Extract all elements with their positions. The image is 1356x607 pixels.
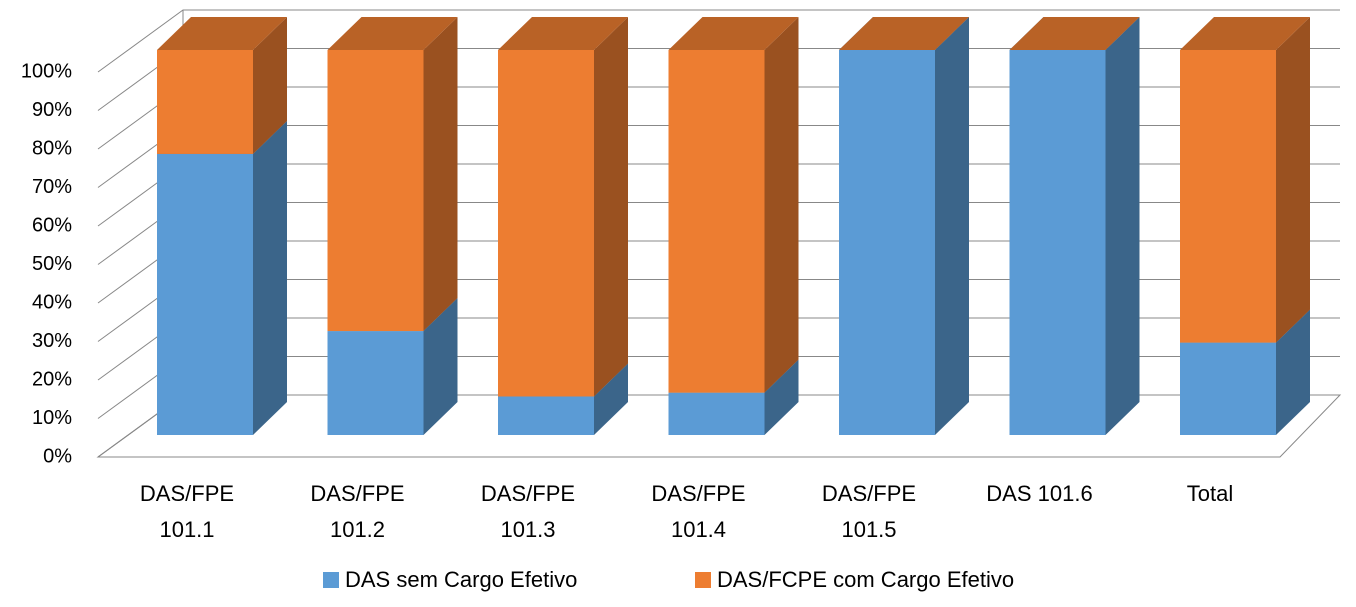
x-tick-label: DAS 101.6 — [986, 481, 1093, 506]
y-tick-label: 30% — [32, 330, 72, 352]
bar-side — [253, 17, 287, 154]
x-tick-label: DAS/FPE 101.5 — [821, 481, 917, 542]
legend-label: DAS sem Cargo Efetivo — [345, 567, 577, 592]
y-tick-label: 70% — [32, 176, 72, 198]
bar-top — [327, 17, 458, 50]
bar-front — [668, 392, 765, 435]
bar-top — [1009, 17, 1140, 50]
bar-top — [1180, 17, 1310, 50]
y-tick-label: 0% — [43, 445, 72, 467]
bar-front — [839, 50, 935, 435]
bar-front — [157, 50, 253, 154]
grid-line — [97, 9, 1340, 73]
bar-front — [327, 331, 424, 435]
x-tick-label: DAS/FPE 101.3 — [480, 481, 576, 542]
y-tick-label: 50% — [32, 253, 72, 275]
bar-top — [839, 17, 969, 50]
legend-label: DAS/FCPE com Cargo Efetivo — [717, 567, 1014, 592]
bar-side — [423, 298, 458, 435]
bar-front — [1180, 50, 1276, 343]
bar-front — [157, 153, 253, 435]
bar-top — [157, 17, 287, 50]
y-tick-label: 100% — [21, 60, 72, 82]
y-tick-label: 40% — [32, 291, 72, 313]
bar-front — [498, 396, 594, 435]
x-tick-label: Total — [1186, 481, 1234, 506]
legend-swatch — [323, 572, 339, 588]
bar-top — [498, 17, 628, 50]
bar-side — [764, 17, 799, 393]
legend-swatch — [695, 572, 711, 588]
y-tick-label: 60% — [32, 214, 72, 236]
bar-front — [327, 50, 424, 332]
bar-front — [668, 50, 765, 393]
x-tick-label: DAS/FPE 101.1 — [139, 481, 235, 542]
y-tick-label: 90% — [32, 99, 72, 121]
bar-side — [1276, 309, 1310, 435]
bar-front — [1180, 342, 1276, 435]
x-tick-label: DAS/FPE 101.4 — [651, 481, 746, 542]
y-tick-label: 80% — [32, 137, 72, 159]
bar-side — [935, 17, 969, 435]
bar-front — [1009, 50, 1106, 435]
bar-side — [764, 359, 799, 435]
bar-side — [1105, 17, 1140, 435]
bar-side — [594, 17, 628, 397]
y-tick-label: 10% — [32, 407, 72, 429]
bar-front — [498, 50, 594, 397]
bar-side — [594, 363, 628, 435]
y-tick-label: 20% — [32, 368, 72, 390]
bar-top — [668, 17, 799, 50]
bar-side — [423, 17, 458, 332]
bar-side — [253, 120, 287, 435]
bar-side — [1276, 17, 1310, 343]
x-tick-label: DAS/FPE 101.2 — [310, 481, 405, 542]
